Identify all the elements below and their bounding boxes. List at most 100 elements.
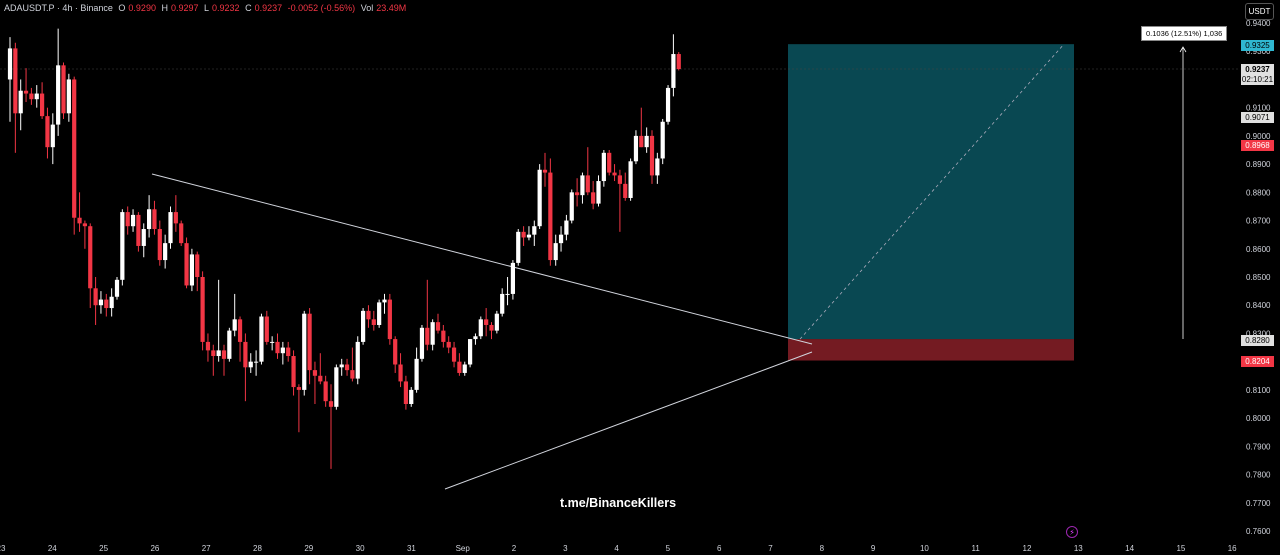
measure-label: 0.1036 (12.51%) 1,036: [1141, 26, 1228, 41]
candle: [366, 305, 371, 328]
candle-body: [628, 161, 633, 198]
candle-body: [403, 381, 408, 404]
candle: [473, 333, 478, 345]
candle-body: [665, 87, 671, 122]
measure-arrow-icon: [1179, 46, 1187, 53]
candle: [318, 353, 323, 385]
candle: [382, 293, 387, 314]
close-key: C: [245, 3, 252, 13]
candle: [147, 195, 152, 238]
candle-body: [473, 336, 478, 340]
candle-body: [639, 135, 644, 148]
y-tick-label: 0.8300: [1246, 329, 1271, 338]
candle-body: [489, 324, 494, 331]
candle: [18, 79, 23, 131]
candle-body: [13, 48, 18, 114]
candle-body: [435, 322, 441, 331]
candle: [644, 127, 649, 153]
candle-body: [147, 209, 152, 230]
candle-body: [243, 341, 248, 368]
candle-body: [104, 299, 109, 309]
candle: [489, 322, 494, 340]
candle: [98, 291, 104, 314]
candle: [286, 341, 291, 362]
candle-body: [275, 341, 280, 354]
candle: [88, 223, 93, 309]
candle-body: [98, 299, 104, 306]
candle-body: [152, 209, 157, 230]
candle-body: [211, 350, 216, 357]
candle-body: [526, 234, 532, 238]
candle-body: [344, 364, 350, 371]
candle-body: [339, 364, 344, 368]
candle-body: [542, 169, 548, 173]
x-tick-label: 3: [563, 544, 568, 553]
candle-body: [216, 350, 221, 357]
candle: [29, 87, 34, 105]
x-tick-label: 15: [1176, 544, 1185, 553]
candle-body: [61, 65, 66, 114]
candle: [596, 175, 601, 207]
candle: [355, 336, 360, 385]
candle: [40, 82, 45, 119]
candle: [435, 313, 441, 334]
candle: [548, 158, 553, 266]
candle: [323, 375, 328, 407]
candle-body: [232, 319, 237, 331]
candle: [82, 220, 87, 249]
stop-price-tag: 0.8204: [1241, 356, 1274, 367]
candle-body: [18, 90, 23, 114]
candle: [56, 28, 61, 136]
candle-body: [82, 223, 87, 227]
candle: [542, 152, 548, 187]
candle-body: [136, 214, 141, 246]
candle-body: [259, 316, 264, 362]
candle: [617, 169, 622, 232]
x-tick-label: 8: [820, 544, 825, 553]
y-tick-label: 0.7700: [1246, 499, 1271, 508]
symbol-label[interactable]: ADAUSDT.P · 4h · Binance: [4, 3, 113, 13]
candle: [125, 206, 130, 235]
candle-body: [516, 231, 521, 263]
candle-body: [441, 330, 446, 342]
candle: [104, 293, 109, 317]
change-value: -0.0052 (-0.56%): [287, 3, 356, 13]
candle: [553, 234, 558, 266]
candle-body: [23, 90, 29, 94]
x-tick-label: 25: [99, 544, 108, 553]
candle-body: [607, 152, 612, 173]
candle: [451, 341, 457, 368]
lightning-icon[interactable]: ⚡: [1066, 526, 1078, 538]
candle-body: [221, 350, 227, 359]
candle-body: [521, 231, 526, 238]
candle: [13, 42, 18, 153]
candle-body: [328, 401, 334, 407]
candle-body: [660, 121, 665, 159]
candle-body: [286, 347, 291, 357]
candle-body: [291, 356, 296, 388]
candle: [195, 251, 200, 292]
open-value: 0.9290: [128, 3, 156, 13]
candle: [264, 310, 269, 345]
candle-body: [371, 319, 376, 325]
candle: [141, 223, 146, 258]
candle: [216, 279, 221, 362]
entry-price-tag: 0.8280: [1241, 335, 1274, 346]
candle: [633, 130, 639, 165]
candle-body: [580, 175, 585, 196]
candle: [623, 172, 628, 201]
y-tick-label: 0.8400: [1246, 301, 1271, 310]
candle: [607, 150, 612, 176]
candle: [441, 324, 446, 348]
candle-body: [623, 183, 628, 198]
candle: [505, 277, 510, 306]
y-tick-label: 0.8100: [1246, 386, 1271, 395]
candle-body: [280, 347, 285, 354]
candle: [601, 150, 606, 187]
candle: [671, 34, 676, 97]
currency-button[interactable]: USDT: [1245, 3, 1274, 20]
candle: [403, 375, 408, 410]
candle-body: [323, 381, 328, 402]
candle: [468, 339, 473, 368]
